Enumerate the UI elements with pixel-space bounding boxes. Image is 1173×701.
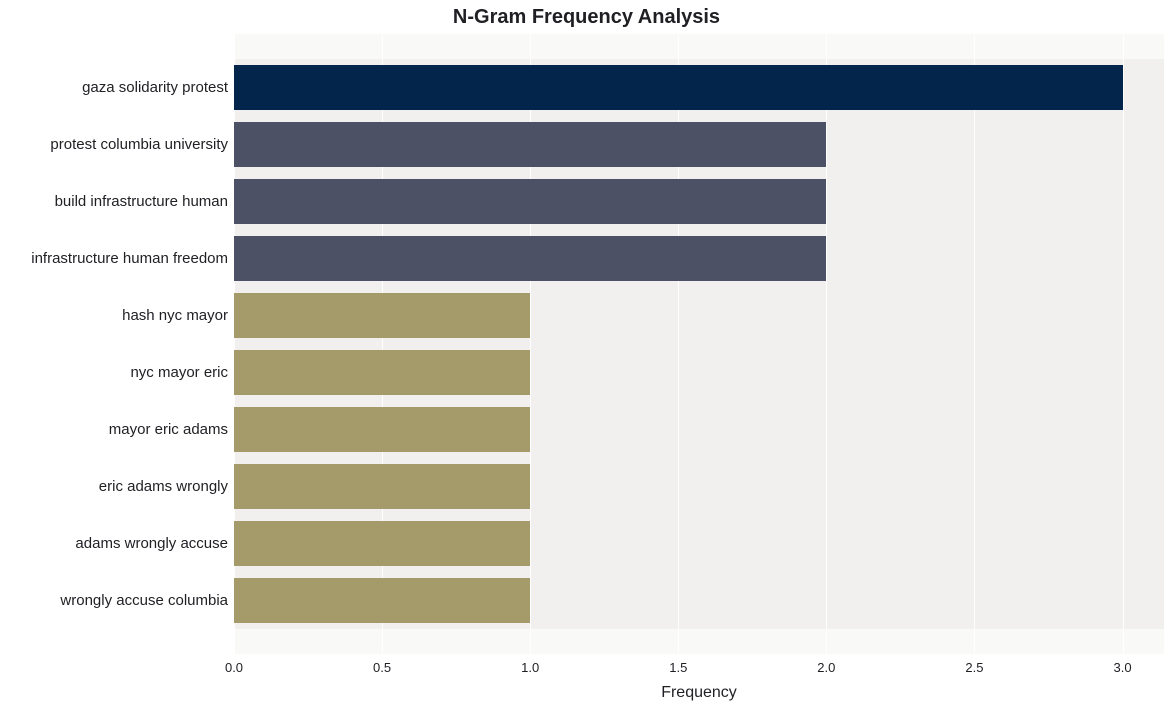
x-tick-label: 2.0 bbox=[817, 660, 835, 675]
gridline bbox=[974, 34, 975, 654]
x-axis-label: Frequency bbox=[234, 684, 1164, 701]
bar bbox=[234, 464, 530, 509]
y-tick-label: wrongly accuse columbia bbox=[60, 590, 234, 610]
y-tick-label: eric adams wrongly bbox=[99, 476, 234, 496]
x-tick-label: 2.5 bbox=[965, 660, 983, 675]
bar bbox=[234, 65, 1123, 110]
bar bbox=[234, 521, 530, 566]
x-tick-label: 0.5 bbox=[373, 660, 391, 675]
gridline bbox=[1123, 34, 1124, 654]
bar bbox=[234, 407, 530, 452]
bar bbox=[234, 293, 530, 338]
bar bbox=[234, 578, 530, 623]
chart-title: N-Gram Frequency Analysis bbox=[0, 6, 1173, 29]
bar bbox=[234, 122, 826, 167]
y-tick-label: infrastructure human freedom bbox=[31, 248, 234, 268]
y-tick-label: nyc mayor eric bbox=[130, 362, 234, 382]
x-tick-label: 1.5 bbox=[669, 660, 687, 675]
y-tick-label: mayor eric adams bbox=[109, 419, 234, 439]
y-tick-label: adams wrongly accuse bbox=[75, 533, 234, 553]
x-tick-label: 1.0 bbox=[521, 660, 539, 675]
plot-area: Frequency 0.00.51.01.52.02.53.0gaza soli… bbox=[234, 34, 1164, 654]
x-tick-label: 0.0 bbox=[225, 660, 243, 675]
y-tick-label: gaza solidarity protest bbox=[82, 77, 234, 97]
bar bbox=[234, 179, 826, 224]
bar bbox=[234, 350, 530, 395]
y-tick-label: build infrastructure human bbox=[55, 191, 234, 211]
chart-container: N-Gram Frequency Analysis Frequency 0.00… bbox=[0, 0, 1173, 701]
x-tick-label: 3.0 bbox=[1113, 660, 1131, 675]
gridline bbox=[826, 34, 827, 654]
y-tick-label: hash nyc mayor bbox=[122, 305, 234, 325]
bar bbox=[234, 236, 826, 281]
y-tick-label: protest columbia university bbox=[50, 134, 234, 154]
